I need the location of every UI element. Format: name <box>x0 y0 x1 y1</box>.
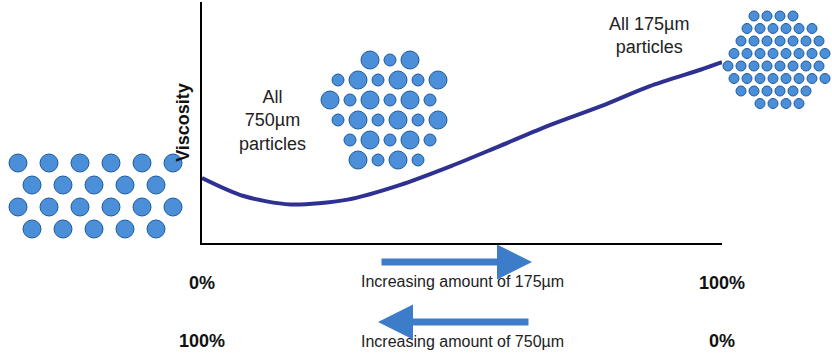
svg-text:Increasing amount of 175µm: Increasing amount of 175µm <box>361 273 564 290</box>
svg-text:0%: 0% <box>709 331 735 351</box>
svg-text:100%: 100% <box>179 331 225 351</box>
svg-text:Increasing amount of 750µm: Increasing amount of 750µm <box>361 333 564 350</box>
svg-text:All 175µmparticles: All 175µmparticles <box>609 14 689 57</box>
svg-text:All750µmparticles: All750µmparticles <box>239 87 306 154</box>
svg-text:Viscosity: Viscosity <box>173 83 193 162</box>
svg-text:0%: 0% <box>189 273 215 293</box>
svg-text:100%: 100% <box>699 273 745 293</box>
